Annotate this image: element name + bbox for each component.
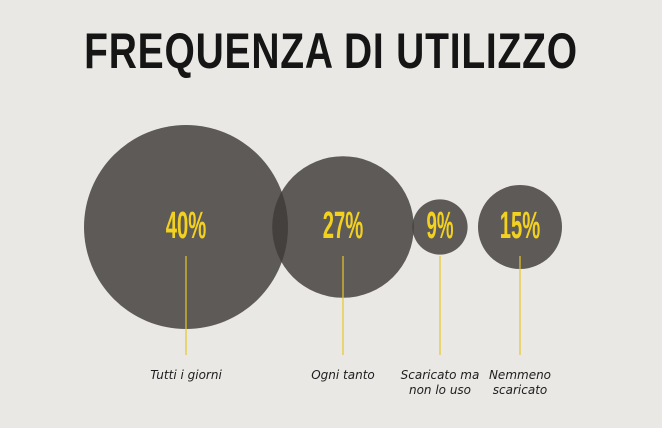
category-label-1: Tutti i giorni	[150, 368, 222, 382]
value-label-4: 15%	[500, 205, 541, 247]
chart-title: FREQUENZA DI UTILIZZO	[84, 23, 578, 79]
category-label-4-line-1: Nemmeno	[489, 368, 551, 382]
value-label-3: 9%	[427, 205, 454, 247]
category-label-4-line-2: scaricato	[493, 383, 547, 397]
category-label-3-line-2: non lo uso	[409, 383, 471, 397]
value-label-1: 40%	[166, 205, 207, 247]
category-label-3-line-1: Scaricato ma	[401, 368, 480, 382]
bubble-4	[478, 185, 562, 269]
value-label-2: 27%	[323, 205, 364, 247]
bubble-2	[272, 156, 414, 298]
category-label-2: Ogni tanto	[311, 368, 375, 382]
bubble-1	[84, 125, 288, 329]
bubble-3	[412, 199, 468, 255]
